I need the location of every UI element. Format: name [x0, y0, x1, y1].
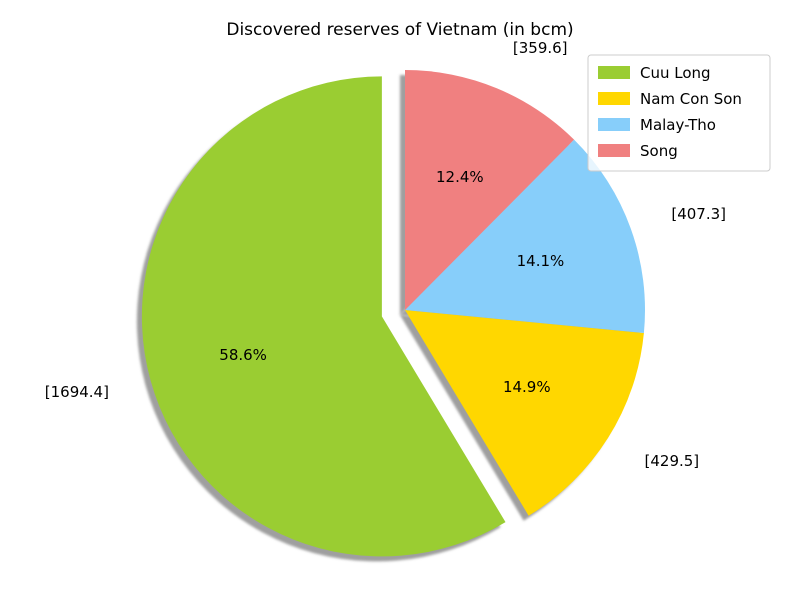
legend-swatch-song	[598, 144, 630, 157]
legend-label-cuu-long: Cuu Long	[640, 64, 711, 82]
legend-swatch-nam-con-son	[598, 92, 630, 105]
value-labels: [1694.4] [429.5] [407.3] [359.6]	[45, 39, 726, 470]
value-label-cuu-long: [1694.4]	[45, 383, 109, 401]
legend-label-nam-con-son: Nam Con Son	[640, 90, 742, 108]
percent-label-song: 12.4%	[436, 168, 484, 186]
legend: Cuu Long Nam Con Son Malay-Tho Song	[587, 54, 771, 172]
pie-slice-malay-tho	[405, 139, 645, 334]
value-label-song: [359.6]	[513, 39, 568, 57]
legend-box	[587, 54, 771, 172]
chart-title: Discovered reserves of Vietnam (in bcm)	[226, 20, 573, 40]
legend-swatch-malay-tho	[598, 118, 630, 131]
value-label-nam-con-son: [429.5]	[645, 452, 700, 470]
percent-label-nam-con-son: 14.9%	[503, 378, 551, 396]
percent-label-cuu-long: 58.6%	[219, 346, 267, 364]
pie-slice-nam-con-son	[405, 310, 644, 516]
legend-label-song: Song	[640, 142, 678, 160]
percent-labels: 58.6% 14.9% 14.1% 12.4%	[219, 168, 564, 396]
pie-slices	[141, 70, 645, 557]
value-label-malay-tho: [407.3]	[671, 205, 726, 223]
legend-swatch-cuu-long	[598, 66, 630, 79]
pie-slice-song	[405, 70, 575, 310]
pie-slice-cuu-long	[141, 76, 506, 557]
percent-label-malay-tho: 14.1%	[517, 252, 565, 270]
legend-label-malay-tho: Malay-Tho	[640, 116, 716, 134]
